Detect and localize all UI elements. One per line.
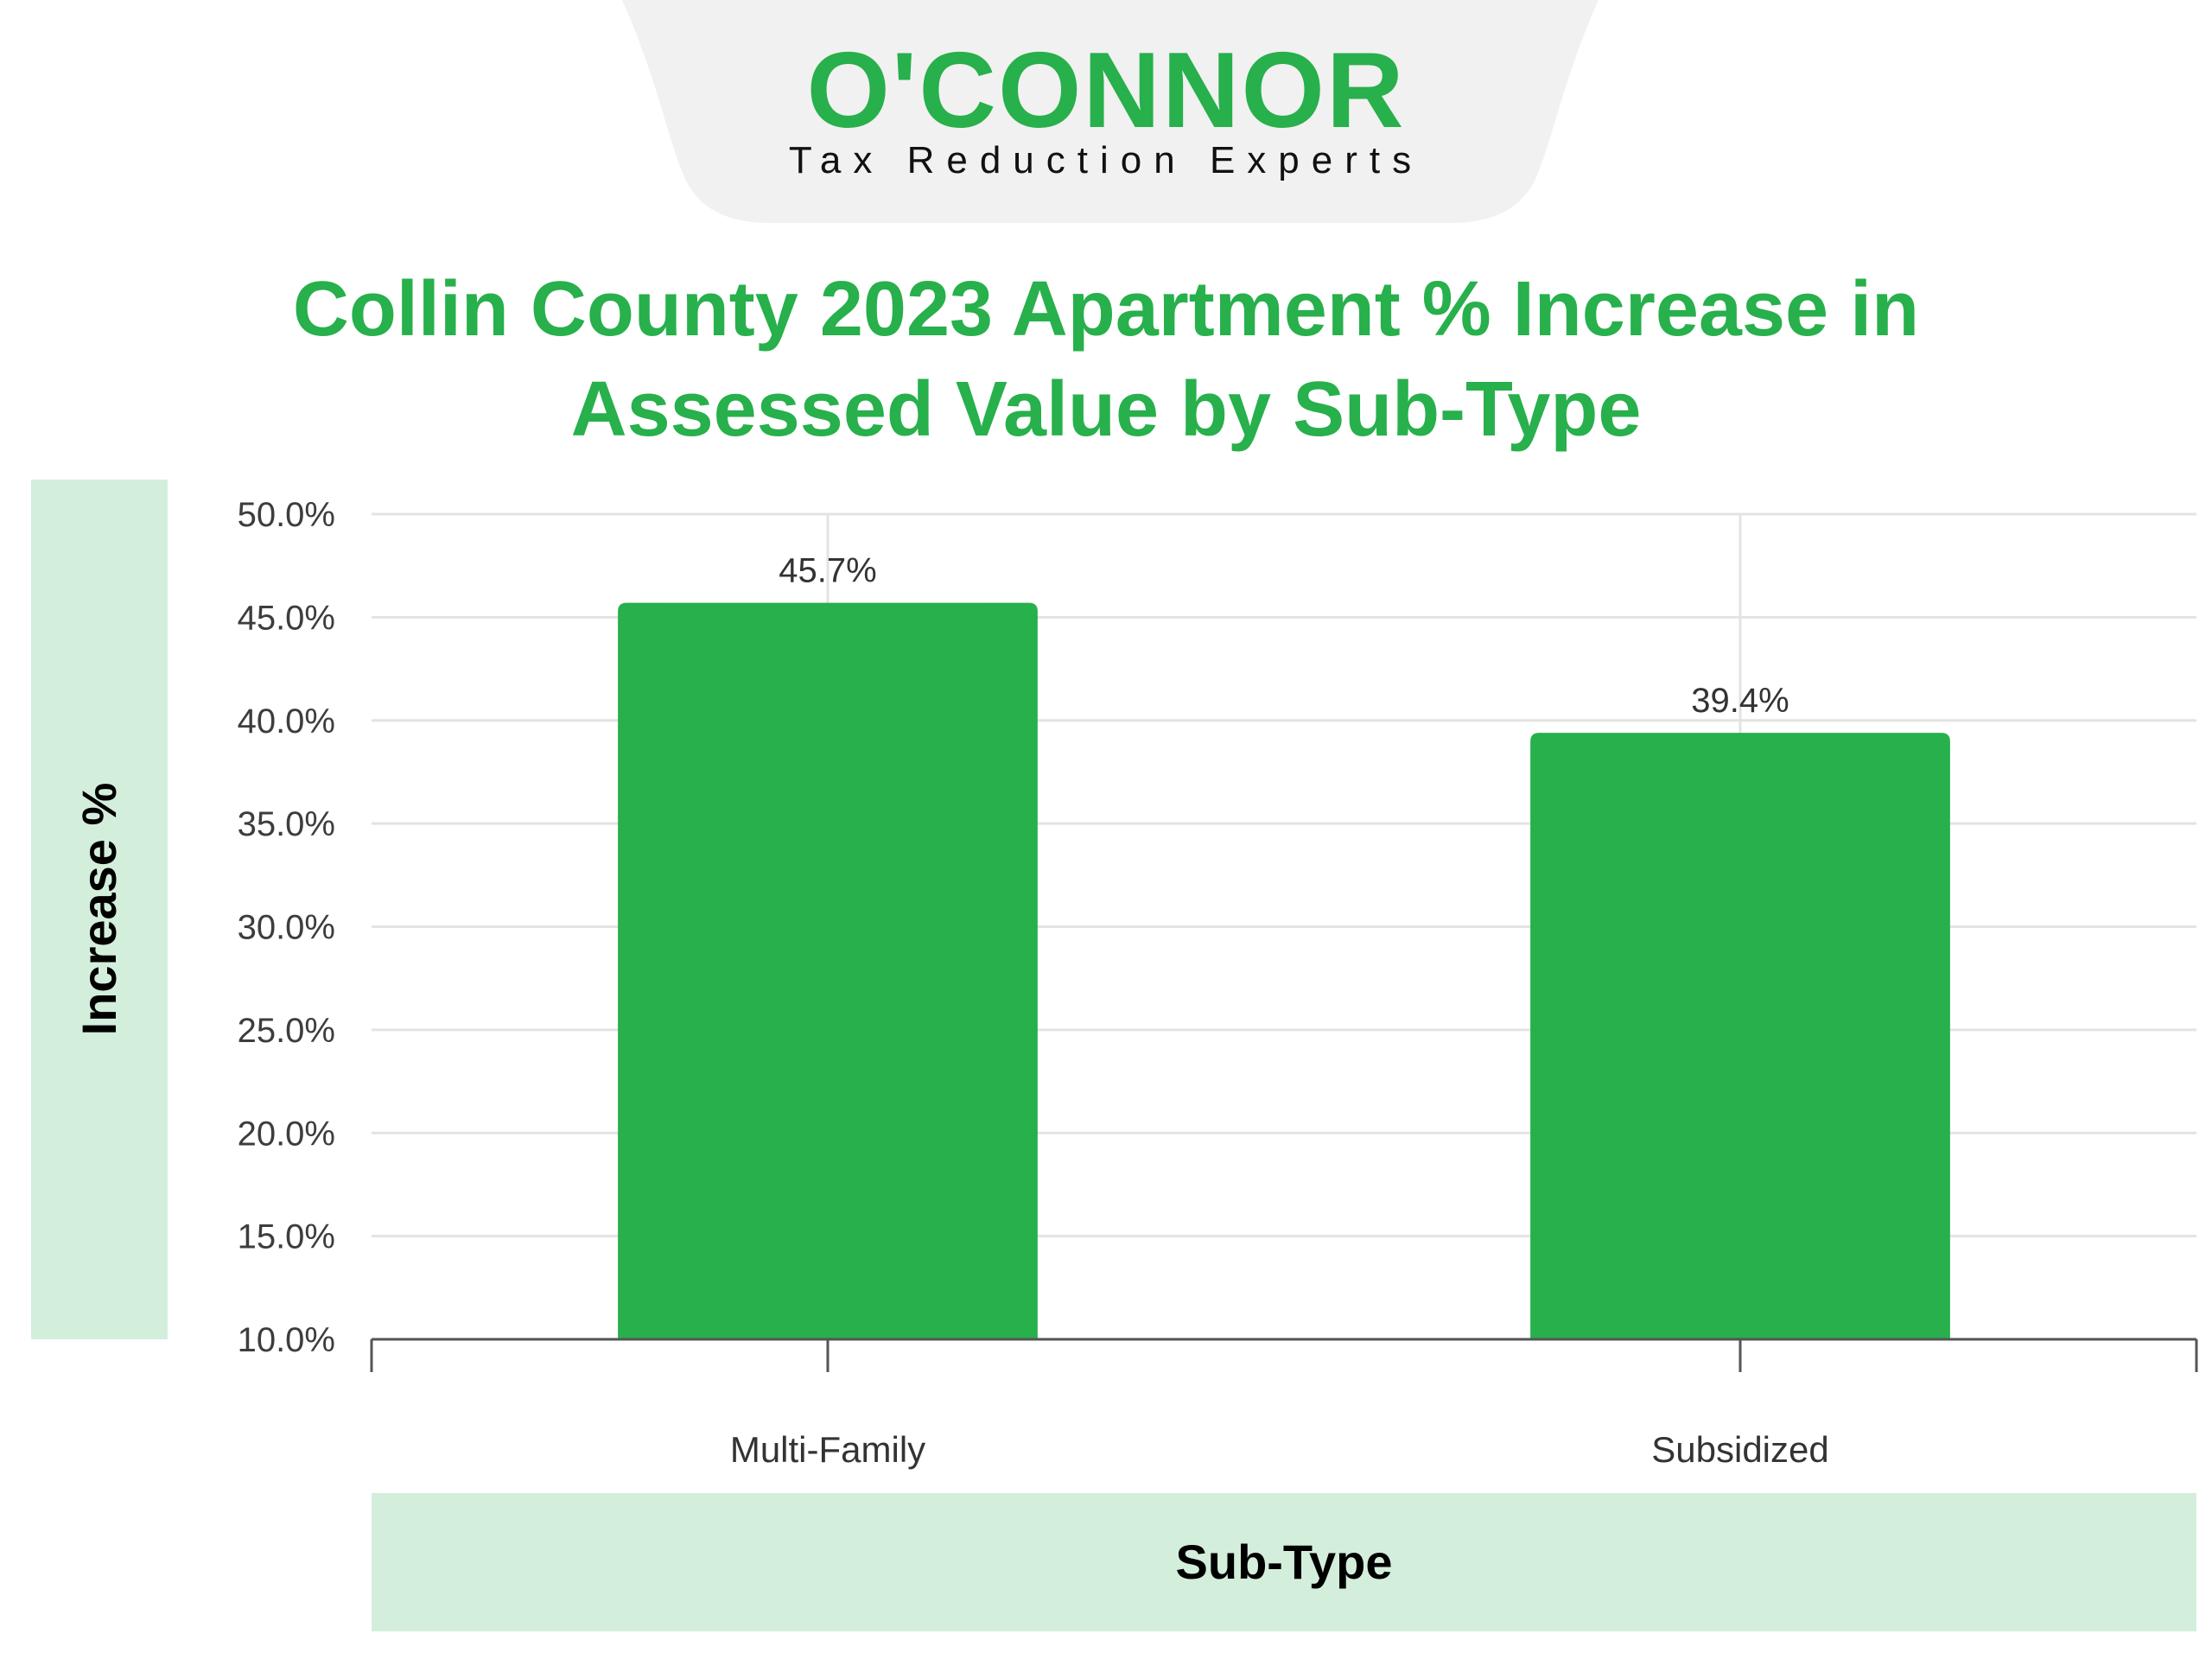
- x-tick-labels: Multi-Family Subsidized: [730, 1429, 1829, 1470]
- bars: [618, 602, 1950, 1339]
- logo-tagline: Tax Reduction Experts: [788, 139, 1424, 181]
- x-tick-label: Multi-Family: [730, 1429, 925, 1470]
- y-tick-label: 40.0%: [238, 702, 335, 741]
- y-tick-label: 35.0%: [238, 805, 335, 843]
- data-labels: 45.7% 39.4%: [779, 552, 1789, 720]
- x-axis-label-band: [372, 1493, 2196, 1631]
- y-tick-label: 10.0%: [238, 1321, 335, 1359]
- bar-subsidized: [1530, 733, 1950, 1339]
- data-label: 39.4%: [1691, 682, 1789, 720]
- y-tick-label: 20.0%: [238, 1115, 335, 1153]
- bar-multi-family: [618, 602, 1038, 1339]
- y-tick-label: 15.0%: [238, 1218, 335, 1256]
- y-tick-label: 50.0%: [238, 496, 335, 534]
- x-axis-label: Sub-Type: [1175, 1535, 1393, 1589]
- logo-tab-background: [622, 0, 1599, 223]
- oconnor-logo-wordmark: O'CONNOR: [806, 31, 1406, 150]
- y-tick-label: 30.0%: [238, 909, 335, 947]
- y-tick-labels: 10.0% 15.0% 20.0% 25.0% 30.0% 35.0% 40.0% 45.0%…: [238, 496, 335, 1359]
- y-axis-label-band: [31, 480, 168, 1339]
- x-axis: [370, 1338, 2198, 1372]
- y-tick-label: 25.0%: [238, 1012, 335, 1050]
- chart-title: Collin County 2023 Apartment % Increase …: [292, 266, 1920, 453]
- data-label: 45.7%: [779, 552, 876, 590]
- y-tick-label: 45.0%: [238, 599, 335, 637]
- x-tick-label: Subsidized: [1651, 1429, 1828, 1470]
